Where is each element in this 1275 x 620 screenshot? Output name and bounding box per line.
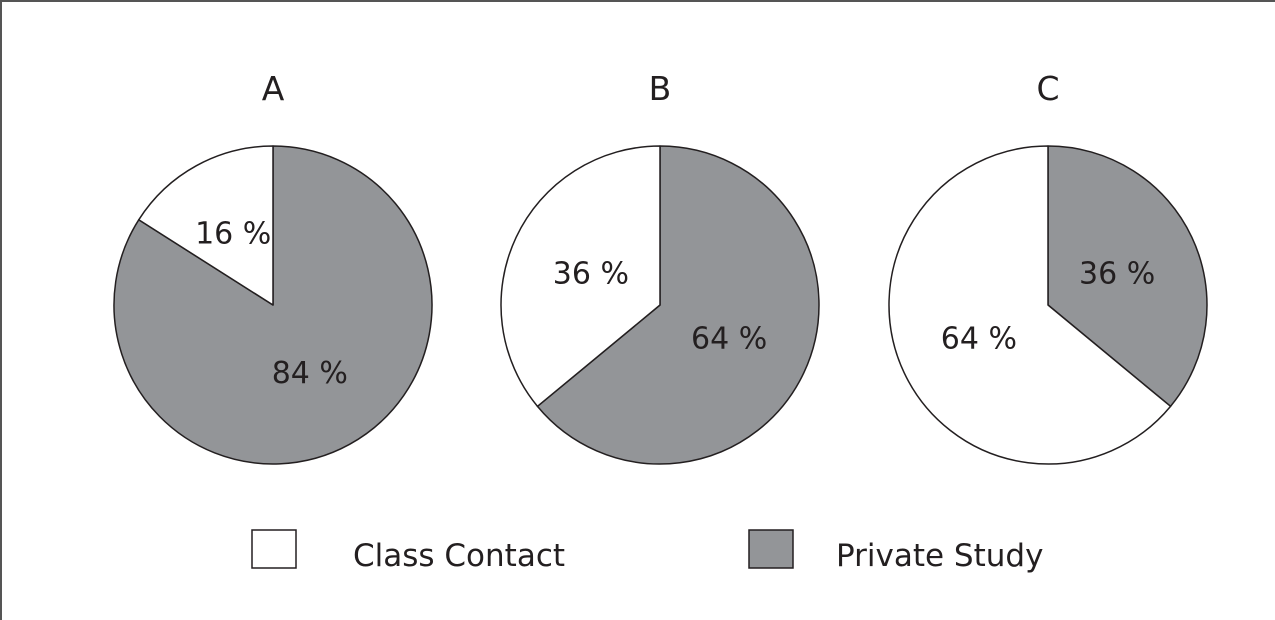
legend-label-private-study: Private Study — [836, 538, 1043, 574]
pie-b-label-private-study: 64 % — [691, 322, 767, 357]
legend-label-class-contact: Class Contact — [353, 538, 565, 574]
pie-a-slice-class-contact — [138, 145, 274, 306]
pie-title-c: C — [1036, 69, 1059, 108]
pie-charts-group: A 84 % 16 % B 64 % 36 % C 36 % 64 % — [113, 69, 1208, 465]
legend-swatch-private-study — [748, 529, 794, 569]
pie-title-a: A — [262, 69, 285, 108]
pie-b-slice-class-contact — [500, 145, 661, 408]
pie-c-slice-class-contact — [888, 145, 1172, 465]
pie-a-label-private-study: 84 % — [272, 356, 348, 391]
pie-c-label-class-contact: 64 % — [941, 322, 1017, 357]
pie-c-slice-private-study — [1047, 145, 1208, 408]
pie-b-slice-private-study — [536, 145, 820, 465]
pie-b-label-class-contact: 36 % — [553, 257, 629, 292]
legend-swatch-class-contact — [251, 529, 297, 569]
pie-c-label-private-study: 36 % — [1079, 257, 1155, 292]
legend: Class Contact Private Study — [251, 529, 1043, 574]
pie-title-b: B — [649, 69, 672, 108]
pie-a-label-class-contact: 16 % — [195, 217, 271, 252]
